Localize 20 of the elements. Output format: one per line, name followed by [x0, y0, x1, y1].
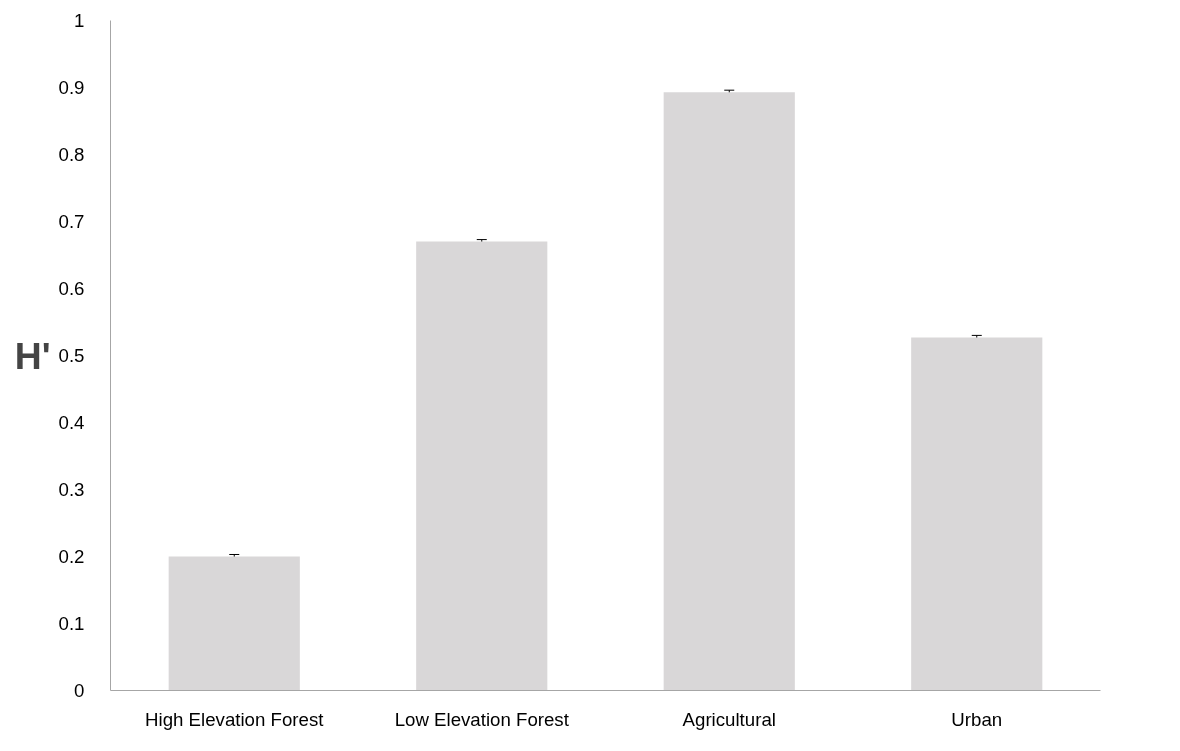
y-tick-label: 0.7 [58, 211, 85, 232]
y-tick-label: 0.8 [58, 144, 85, 165]
y-tick-label: 0.6 [58, 278, 85, 299]
x-tick-label: Urban [951, 708, 1003, 730]
y-tick-label: 0.2 [58, 546, 85, 567]
bar [416, 241, 548, 691]
bar [911, 337, 1043, 691]
y-tick-label: 0.5 [58, 345, 85, 366]
y-tick-label: 0.4 [58, 412, 85, 433]
x-tick-label: High Elevation Forest [145, 708, 325, 730]
y-tick-label: 0.3 [58, 479, 85, 500]
y-tick-label: 0.1 [58, 613, 85, 634]
y-tick-label: 0 [74, 680, 85, 701]
x-tick-label: Agricultural [682, 708, 776, 730]
y-tick-label: 1 [74, 10, 85, 31]
bar [663, 92, 795, 691]
y-tick-label: 0.9 [58, 77, 85, 98]
bar [168, 556, 300, 691]
y-axis-title: H' [14, 334, 51, 377]
x-tick-label: Low Elevation Forest [394, 708, 570, 730]
